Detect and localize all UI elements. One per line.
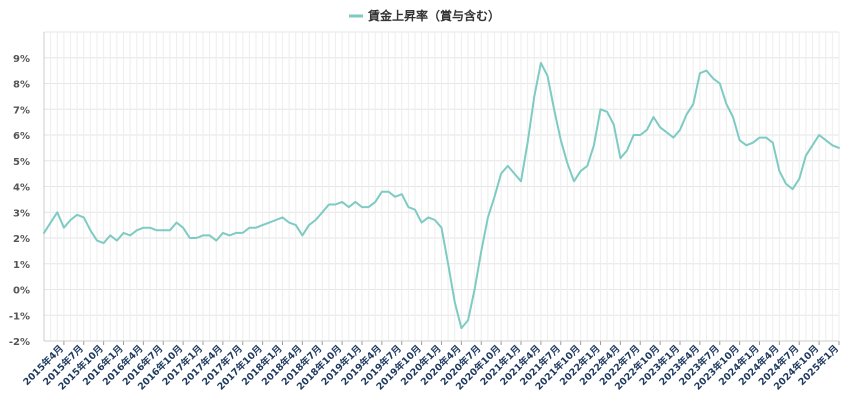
legend[interactable]: 賃金上昇率（賞与含む） <box>349 8 500 23</box>
y-tick-label: 1% <box>13 260 30 271</box>
y-tick-label: 0% <box>13 286 30 297</box>
y-tick-label: 7% <box>13 105 30 116</box>
y-tick-label: 5% <box>13 157 30 168</box>
legend-label: 賃金上昇率（賞与含む） <box>367 8 500 23</box>
axes <box>43 32 840 345</box>
y-tick-label: -1% <box>9 311 30 322</box>
y-tick-label: 3% <box>13 208 30 219</box>
y-axis-labels: -2% -1% 0% 1% 2% 3% 4% 5% 6% 7% 8% 9% <box>9 54 30 348</box>
y-tick-label: 4% <box>13 183 30 194</box>
y-tick-label: 2% <box>13 234 30 245</box>
y-tick-label: -2% <box>9 337 30 348</box>
x-axis-labels: 2015年4月2015年7月2015年10月2016年1月2016年4月2016… <box>21 343 841 393</box>
series-line-wage-growth[interactable] <box>43 61 840 330</box>
y-tick-label: 6% <box>13 131 30 142</box>
series-group <box>43 61 840 330</box>
grid <box>43 31 840 342</box>
y-tick-label: 9% <box>13 54 30 65</box>
y-tick-label: 8% <box>13 80 30 91</box>
